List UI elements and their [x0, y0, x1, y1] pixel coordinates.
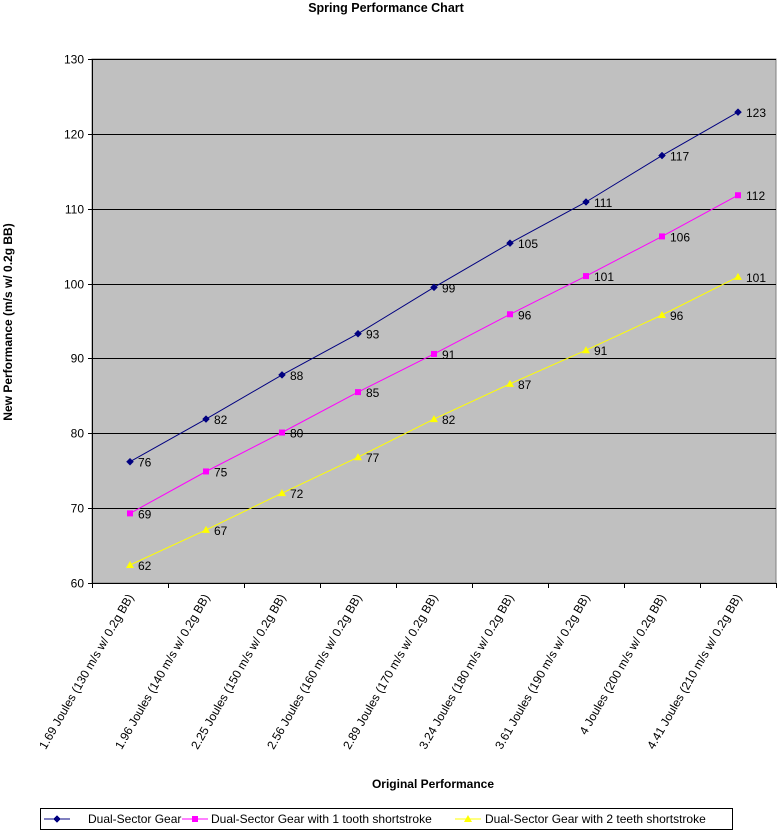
data-point: [659, 233, 665, 240]
data-label: 72: [290, 487, 304, 501]
y-tick-label: 100: [64, 278, 84, 292]
data-point: [126, 561, 134, 569]
legend-item-1: Dual-Sector Gear: [44, 812, 181, 826]
data-label: 82: [442, 413, 456, 427]
y-axis: 60 70 80 90 100 110 120 130: [64, 53, 93, 591]
x-axis-title: Original Performance: [372, 777, 494, 791]
legend-label: Dual-Sector Gear with 2 teeth shortstrok…: [485, 812, 706, 826]
data-label: 101: [594, 270, 614, 284]
x-tick-label: 4 Joules (200 m/s w/ 0.2g BB): [576, 592, 668, 738]
data-point: [734, 272, 742, 280]
data-point: [202, 415, 210, 423]
y-tick-label: 130: [64, 53, 84, 67]
data-point: [278, 371, 286, 379]
data-label: 67: [214, 524, 228, 538]
data-point: [202, 525, 210, 533]
legend: Dual-Sector Gear Dual-Sector Gear with 1 …: [40, 808, 733, 830]
data-point: [203, 468, 209, 475]
data-point: [354, 453, 362, 461]
data-label: 111: [594, 196, 613, 210]
data-label: 87: [518, 378, 532, 392]
data-point: [583, 273, 589, 280]
data-point: [430, 283, 438, 292]
data-point: [506, 379, 514, 387]
data-point: [658, 151, 666, 160]
data-point: [658, 311, 666, 319]
data-point: [355, 389, 361, 396]
data-point: [278, 489, 286, 497]
plot-background: [91, 58, 777, 584]
data-label: 112: [746, 189, 765, 203]
data-label: 105: [518, 237, 538, 251]
legend-item-2: Dual-Sector Gear with 1 tooth shortstrok…: [182, 812, 432, 826]
data-point: [354, 329, 362, 338]
legend-marker: [464, 815, 472, 822]
data-label: 96: [670, 309, 684, 323]
legend-label: Dual-Sector Gear with 1 tooth shortstrok…: [211, 812, 432, 826]
y-tick-label: 110: [65, 203, 84, 217]
data-label: 77: [366, 451, 380, 465]
plot-area: [91, 58, 777, 584]
data-point: [735, 192, 741, 199]
data-label: 93: [366, 328, 380, 342]
data-label: 99: [442, 281, 456, 295]
data-point: [126, 457, 134, 466]
data-label: 106: [670, 230, 690, 244]
series-layer: 76 82 88 93 99 105 111 117 123 69 75 80 85 91 96 101 106…: [126, 106, 766, 573]
legend-item-3: Dual-Sector Gear with 2 teeth shortstrok…: [455, 812, 706, 826]
data-label: 82: [214, 413, 228, 427]
data-label: 91: [442, 348, 456, 362]
data-label: 88: [290, 369, 304, 383]
y-tick-label: 80: [71, 427, 85, 441]
data-point: [582, 346, 590, 354]
data-point: [734, 108, 742, 117]
data-label: 76: [138, 456, 152, 470]
y-tick-label: 60: [71, 577, 85, 591]
data-label: 75: [214, 465, 228, 479]
data-label: 62: [138, 559, 152, 573]
data-label: 69: [138, 507, 152, 521]
data-point: [507, 311, 513, 318]
data-point: [127, 510, 133, 517]
data-label: 91: [594, 344, 608, 358]
series-3: 62 67 72 77 82 87 91 96 101: [126, 271, 766, 573]
y-tick-label: 120: [64, 128, 84, 142]
chart-title: Spring Performance Chart: [308, 1, 464, 15]
data-point: [430, 415, 438, 423]
data-label: 80: [290, 427, 304, 441]
y-axis-title: New Performance (m/s w/ 0.2g BB): [1, 223, 15, 420]
x-axis: 1.69 Joules (130 m/s w/ 0.2g BB)1.96 Jou…: [36, 583, 777, 752]
data-label: 101: [746, 271, 766, 285]
data-point: [506, 239, 514, 248]
y-tick-label: 70: [71, 502, 85, 516]
series-1: 76 82 88 93 99 105 111 117 123: [126, 106, 766, 470]
data-point: [431, 350, 437, 357]
data-label: 117: [670, 150, 689, 164]
y-tick-label: 90: [71, 352, 85, 366]
data-label: 123: [746, 106, 766, 120]
legend-marker: [192, 816, 198, 822]
legend-label: Dual-Sector Gear: [88, 812, 181, 826]
data-point: [582, 198, 590, 206]
data-label: 96: [518, 308, 532, 322]
data-label: 85: [366, 386, 380, 400]
data-point: [279, 429, 285, 436]
x-tick-label: 4.41 Joules (210 m/s w/ 0.2g BB): [644, 592, 745, 752]
series-2: 69 75 80 85 91 96 101 106 112: [127, 189, 765, 521]
legend-marker: [53, 815, 61, 823]
legend-box: [40, 808, 733, 830]
